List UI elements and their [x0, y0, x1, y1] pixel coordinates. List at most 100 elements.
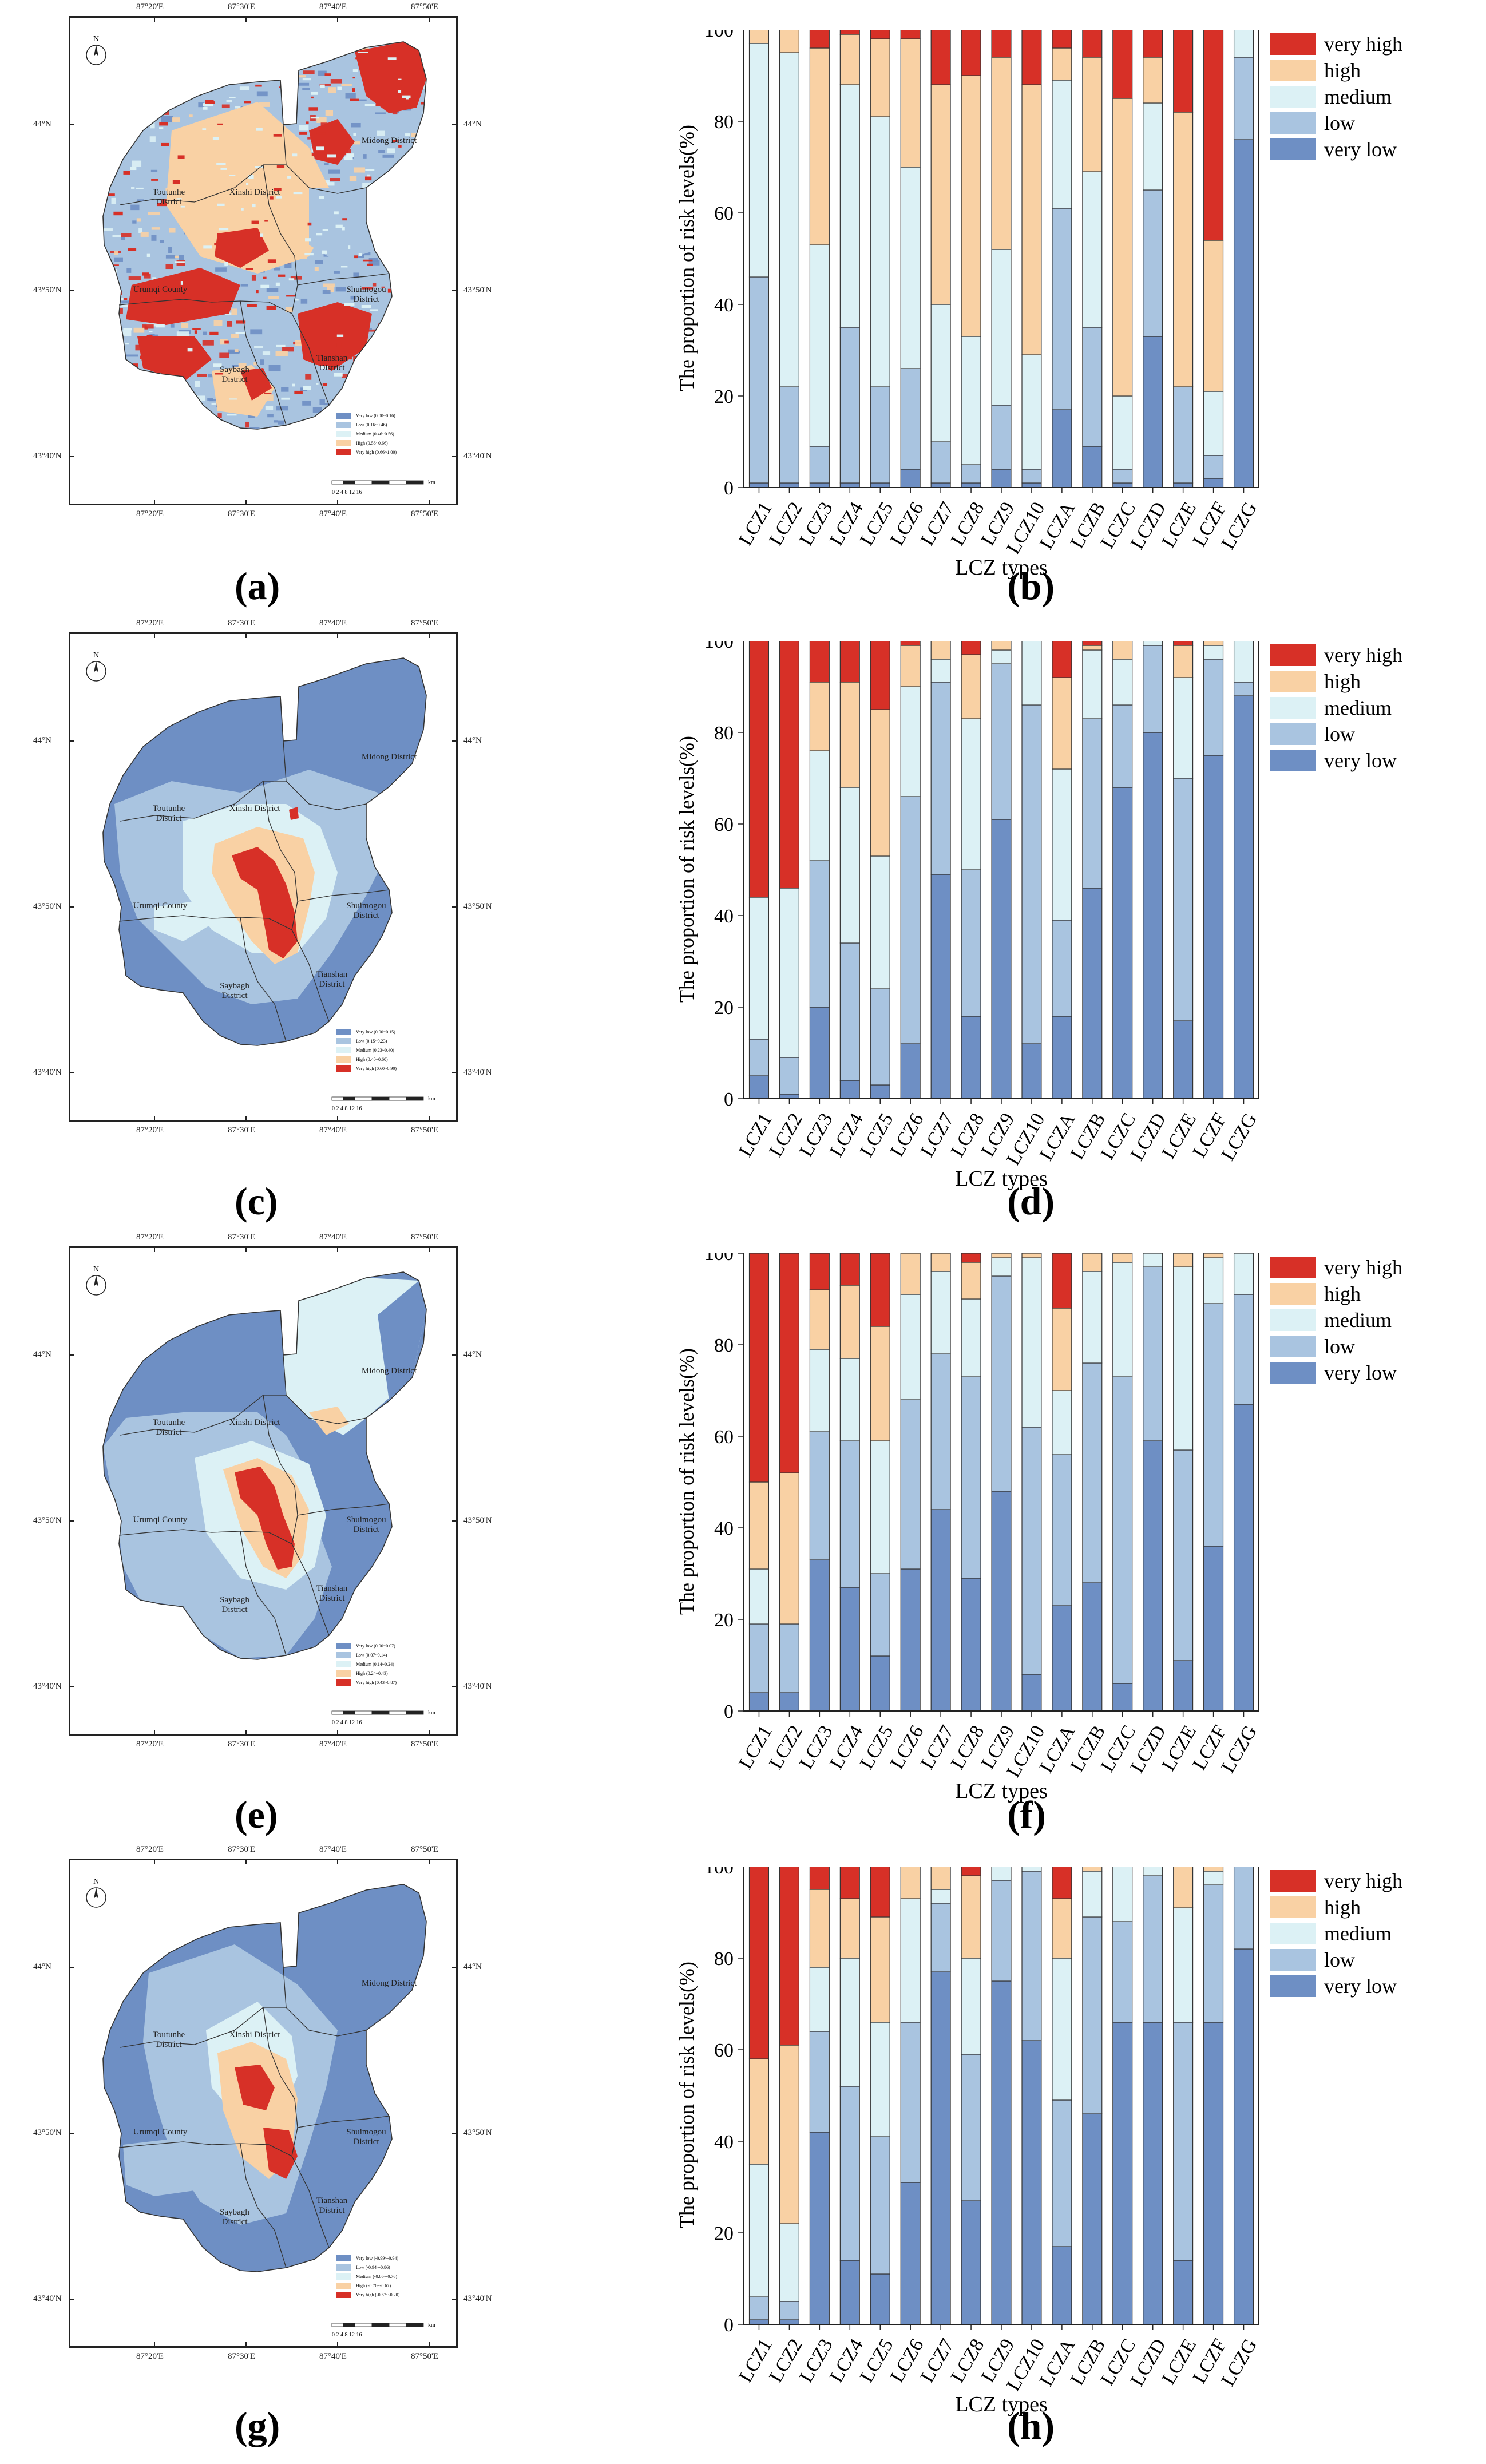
- bar-segment-very-high: [809, 1867, 830, 1890]
- panel-label-e: (e): [235, 1793, 278, 1836]
- bar-segment-very-low: [991, 1980, 1012, 2325]
- bar-segment-very-low: [1173, 2260, 1194, 2325]
- district-boundary: [120, 1395, 286, 1436]
- bar-segment-high: [930, 641, 951, 660]
- bar-segment-very-low: [1052, 2246, 1072, 2325]
- district-boundary: [118, 299, 292, 314]
- bar-segment-very-high: [839, 1867, 860, 1899]
- bar-segment-high: [1052, 1898, 1072, 1959]
- map-legend-label: High (0.56~0.66): [356, 440, 388, 446]
- bar-segment-low: [991, 405, 1012, 470]
- bar-segment-very-high: [961, 30, 981, 76]
- bar-segment-high: [870, 1326, 890, 1441]
- map-legend-swatch: [336, 1642, 351, 1649]
- y-tick-label: 40: [714, 295, 734, 316]
- chart-legend-label: low: [1324, 723, 1355, 746]
- district-boundary: [240, 300, 287, 426]
- north-arrow-icon: [86, 1887, 106, 1908]
- bar-segment-low: [991, 1880, 1012, 1982]
- bar-segment-very-high: [1052, 1253, 1072, 1309]
- map-legend-row: Very high (0.66~1.00): [336, 447, 397, 457]
- bar-segment-high: [1173, 1253, 1194, 1267]
- bar-segment-medium: [1021, 354, 1042, 470]
- stacked-bar-chart: LCZ1LCZ2LCZ3LCZ4LCZ5LCZ6LCZ7LCZ8LCZ9LCZ1…: [704, 1253, 1261, 1781]
- bar-segment-very-high: [870, 30, 890, 39]
- bar-segment-low: [1203, 455, 1224, 479]
- bar-segment-medium: [1203, 391, 1224, 456]
- bar-segment-medium: [809, 1349, 830, 1432]
- risk-zone-very-high: [235, 2065, 275, 2110]
- district-boundary: [297, 273, 390, 286]
- left-latitude-label: 44°N: [33, 1350, 51, 1359]
- district-boundary: [283, 1967, 367, 2037]
- bar-segment-high: [809, 47, 830, 245]
- city-outline: [102, 1271, 427, 1660]
- map-legend-swatch: [336, 430, 351, 437]
- top-longitude-label: 87°40'E: [319, 619, 347, 628]
- bar-segment-very-high: [1052, 641, 1072, 678]
- bar-segment-medium: [870, 1440, 890, 1574]
- district-boundary: [283, 1354, 367, 1424]
- chart-legend-swatch: [1270, 33, 1316, 55]
- chart-legend-swatch: [1270, 1923, 1316, 1944]
- bar-segment-low: [1143, 645, 1163, 733]
- bar-segment-very-low: [748, 1692, 770, 1712]
- district-boundary: [283, 124, 367, 194]
- district-label-urumqi: Urumqi County: [133, 1515, 188, 1524]
- bar-segment-very-high: [961, 1867, 981, 1876]
- bar-segment-medium: [900, 167, 921, 369]
- district-label-xinshi: Xinshi District: [229, 1418, 280, 1427]
- bottom-longitude-label: 87°50'E: [411, 1126, 438, 1135]
- chart-legend-row: very low: [1270, 136, 1402, 163]
- chart-legend-row: very high: [1270, 1254, 1402, 1281]
- bar-segment-low: [1143, 1266, 1163, 1441]
- bar-segment-very-low: [809, 2132, 830, 2325]
- bar-segment-medium: [1021, 1257, 1042, 1428]
- map-legend-label: Very low (0.00~0.15): [356, 1029, 395, 1035]
- map-legend-label: Very low (0.00~0.16): [356, 413, 395, 418]
- bar-segment-low: [1052, 920, 1072, 1017]
- north-arrow-icon: [86, 45, 106, 65]
- bar-segment-medium: [779, 2223, 799, 2302]
- district-boundary: [291, 2156, 330, 2248]
- bar-segment-medium: [809, 1967, 830, 2032]
- chart-legend-label: low: [1324, 1948, 1355, 1971]
- risk-zone-very-high: [232, 847, 298, 958]
- bar-segment-high: [809, 1889, 830, 1968]
- x-axis-label: LCZ types: [955, 2392, 1048, 2417]
- risk-zone-very-high: [235, 1467, 295, 1570]
- district-boundary: [120, 2007, 286, 2048]
- bar-segment-low: [961, 1376, 981, 1579]
- bar-segment-medium: [1173, 677, 1194, 779]
- bar-segment-very-low: [1203, 755, 1224, 1099]
- bar-segment-low: [930, 1903, 951, 1972]
- bar-segment-medium: [1021, 641, 1042, 706]
- x-axis-label: LCZ types: [955, 1167, 1048, 1191]
- left-latitude-label: 44°N: [33, 1962, 51, 1971]
- bar-segment-very-low: [991, 819, 1012, 1099]
- bar-segment-high: [1052, 677, 1072, 770]
- bar-segment-medium: [961, 1958, 981, 2055]
- bar-segment-low: [870, 2136, 890, 2275]
- bar-segment-very-low: [1233, 1404, 1254, 1712]
- map-legend-swatch: [336, 2282, 351, 2289]
- panel-label-c: (c): [235, 1179, 278, 1223]
- map-legend-label: Medium (0.14~0.24): [356, 1661, 394, 1667]
- bottom-longitude-label: 87°50'E: [411, 2352, 438, 2361]
- bar-segment-low: [961, 464, 981, 484]
- north-arrow-icon: [86, 1275, 106, 1296]
- y-tick-label: 80: [714, 1948, 734, 1970]
- bar-segment-high: [961, 1875, 981, 1959]
- map-legend-row: Low (0.15~0.23): [336, 1036, 397, 1045]
- bar-segment-low: [1021, 1871, 1042, 2041]
- chart-legend-label: very low: [1324, 1361, 1397, 1384]
- bar-segment-high: [930, 1253, 951, 1272]
- bar-segment-medium: [1112, 1867, 1133, 1922]
- y-tick-label: 60: [714, 1427, 734, 1448]
- map-legend-row: Very high (0.60~0.90): [336, 1064, 397, 1073]
- bar-segment-very-high: [1021, 30, 1042, 85]
- bar-segment-medium: [1143, 641, 1163, 646]
- bar-segment-very-low: [1082, 446, 1103, 488]
- left-latitude-label: 43°50'N: [33, 1516, 62, 1525]
- risk-zone-medium: [154, 901, 212, 941]
